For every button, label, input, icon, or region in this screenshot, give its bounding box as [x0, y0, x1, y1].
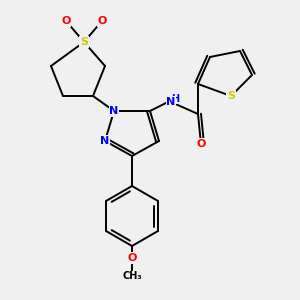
Text: O: O	[97, 16, 107, 26]
Text: N: N	[110, 106, 118, 116]
Text: S: S	[227, 91, 235, 101]
Text: O: O	[127, 253, 137, 263]
Text: H: H	[171, 94, 180, 104]
Text: O: O	[61, 16, 71, 26]
Text: H: H	[170, 94, 178, 104]
Text: CH₃: CH₃	[122, 271, 142, 281]
Text: S: S	[80, 37, 88, 47]
Text: N: N	[167, 97, 176, 107]
Text: N: N	[100, 136, 109, 146]
Text: O: O	[196, 139, 206, 149]
